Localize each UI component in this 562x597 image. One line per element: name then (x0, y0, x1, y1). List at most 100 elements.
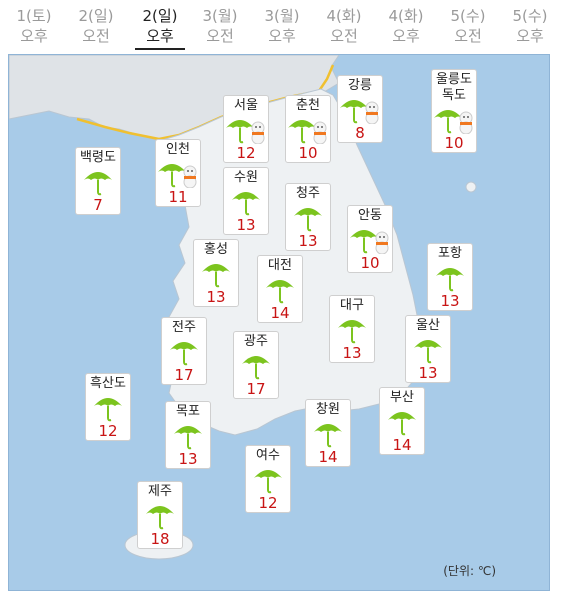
city-temperature: 13 (440, 292, 460, 310)
city-name: 청주 (296, 186, 320, 201)
tab-6[interactable]: 4(화) 오후 (376, 6, 436, 46)
umbrella-icon (314, 424, 342, 448)
tab-4[interactable]: 3(월) 오후 (252, 6, 312, 46)
umbrella-icon (174, 426, 202, 450)
tab-period-label: 오전 (330, 27, 358, 45)
tab-5[interactable]: 4(화) 오전 (314, 6, 374, 46)
city-card[interactable]: 울릉도 독도 10 (431, 69, 477, 153)
city-temperature: 13 (298, 232, 318, 250)
city-temperature: 8 (355, 124, 365, 142)
city-card[interactable]: 안동 10 (347, 205, 393, 273)
city-temperature: 14 (318, 448, 338, 466)
umbrella-icon (388, 412, 416, 436)
umbrella-icon (232, 192, 260, 216)
city-card[interactable]: 서울 12 (223, 95, 269, 163)
city-temperature: 13 (342, 344, 362, 362)
city-temperature: 17 (174, 366, 194, 384)
umbrella-snowman-icon (340, 100, 379, 124)
city-name: 대전 (268, 258, 292, 273)
city-name: 서울 (234, 98, 258, 113)
tab-day-label: 5(수) (512, 7, 548, 25)
city-card[interactable]: 부산 14 (379, 387, 425, 455)
city-card[interactable]: 제주 18 (137, 481, 183, 549)
city-temperature: 11 (168, 188, 188, 206)
city-name: 홍성 (204, 242, 228, 257)
tab-0[interactable]: 1(토) 오후 (4, 6, 64, 46)
city-card[interactable]: 백령도 7 (75, 147, 121, 215)
tab-period-label: 오후 (146, 27, 174, 45)
ulleung-island (465, 181, 477, 193)
city-card[interactable]: 대전 14 (257, 255, 303, 323)
city-card[interactable]: 청주 13 (285, 183, 331, 251)
city-card[interactable]: 인천 11 (155, 139, 201, 207)
tab-day-label: 4(화) (326, 7, 362, 25)
umbrella-icon (170, 342, 198, 366)
umbrella-snowman-icon (350, 230, 389, 254)
city-card[interactable]: 강릉 8 (337, 75, 383, 143)
umbrella-icon (242, 356, 270, 380)
city-temperature: 18 (150, 530, 170, 548)
city-name: 제주 (148, 484, 172, 499)
forecast-tab-bar: 1(토) 오후 2(일) 오전 2(일) 오후 3(월) 오전 3(월) 오후 4(화) 오전 4(화)… (0, 0, 562, 54)
unit-label: (단위: ℃) (443, 564, 496, 578)
city-card[interactable]: 여수 12 (245, 445, 291, 513)
tab-period-label: 오후 (268, 27, 296, 45)
tab-day-label: 5(수) (450, 7, 486, 25)
city-temperature: 14 (270, 304, 290, 322)
umbrella-icon (146, 506, 174, 530)
city-name: 광주 (244, 334, 268, 349)
city-temperature: 13 (178, 450, 198, 468)
umbrella-icon (294, 208, 322, 232)
city-card[interactable]: 수원 13 (223, 167, 269, 235)
city-card[interactable]: 창원 14 (305, 399, 351, 467)
city-card[interactable]: 전주 17 (161, 317, 207, 385)
city-temperature: 14 (392, 436, 412, 454)
city-name: 울릉도 독도 (436, 72, 472, 103)
umbrella-snowman-icon (288, 120, 327, 144)
city-card[interactable]: 울산 13 (405, 315, 451, 383)
tab-8[interactable]: 5(수) 오후 (500, 6, 560, 46)
umbrella-snowman-icon (158, 164, 197, 188)
umbrella-icon (94, 398, 122, 422)
city-name: 창원 (316, 402, 340, 417)
city-temperature: 10 (360, 254, 380, 272)
tab-3[interactable]: 3(월) 오전 (190, 6, 250, 46)
city-temperature: 13 (418, 364, 438, 382)
city-card[interactable]: 포항 13 (427, 243, 473, 311)
tab-day-label: 2(일) (142, 7, 178, 25)
city-name: 춘천 (296, 98, 320, 113)
city-name: 울산 (416, 318, 440, 333)
city-card[interactable]: 춘천 10 (285, 95, 331, 163)
tab-day-label: 1(토) (16, 7, 52, 25)
city-name: 인천 (166, 142, 190, 157)
tab-1[interactable]: 2(일) 오전 (66, 6, 126, 46)
umbrella-snowman-icon (434, 110, 473, 134)
city-name: 강릉 (348, 78, 372, 93)
city-temperature: 10 (298, 144, 318, 162)
city-card[interactable]: 홍성 13 (193, 239, 239, 307)
umbrella-icon (254, 470, 282, 494)
umbrella-icon (338, 320, 366, 344)
city-temperature: 12 (98, 422, 118, 440)
umbrella-icon (414, 340, 442, 364)
tab-2[interactable]: 2(일) 오후 (130, 6, 190, 50)
city-name: 대구 (340, 298, 364, 313)
city-name: 백령도 (80, 150, 116, 165)
umbrella-snowman-icon (226, 120, 265, 144)
tab-day-label: 2(일) (78, 7, 114, 25)
city-name: 부산 (390, 390, 414, 405)
weather-map: 서울 12 춘천 10 강릉 8 울릉도 독도 10 백령도 7 인천 11 수원 13 청주 13 안동 10 홍성… (8, 54, 550, 591)
tab-period-label: 오전 (454, 27, 482, 45)
tab-period-label: 오전 (206, 27, 234, 45)
city-card[interactable]: 흑산도 12 (85, 373, 131, 441)
city-card[interactable]: 광주 17 (233, 331, 279, 399)
umbrella-icon (84, 172, 112, 196)
city-name: 목포 (176, 404, 200, 419)
city-card[interactable]: 대구 13 (329, 295, 375, 363)
city-name: 전주 (172, 320, 196, 335)
city-temperature: 13 (236, 216, 256, 234)
city-name: 흑산도 (90, 376, 126, 391)
tab-7[interactable]: 5(수) 오전 (438, 6, 498, 46)
city-card[interactable]: 목포 13 (165, 401, 211, 469)
tab-period-label: 오후 (20, 27, 48, 45)
